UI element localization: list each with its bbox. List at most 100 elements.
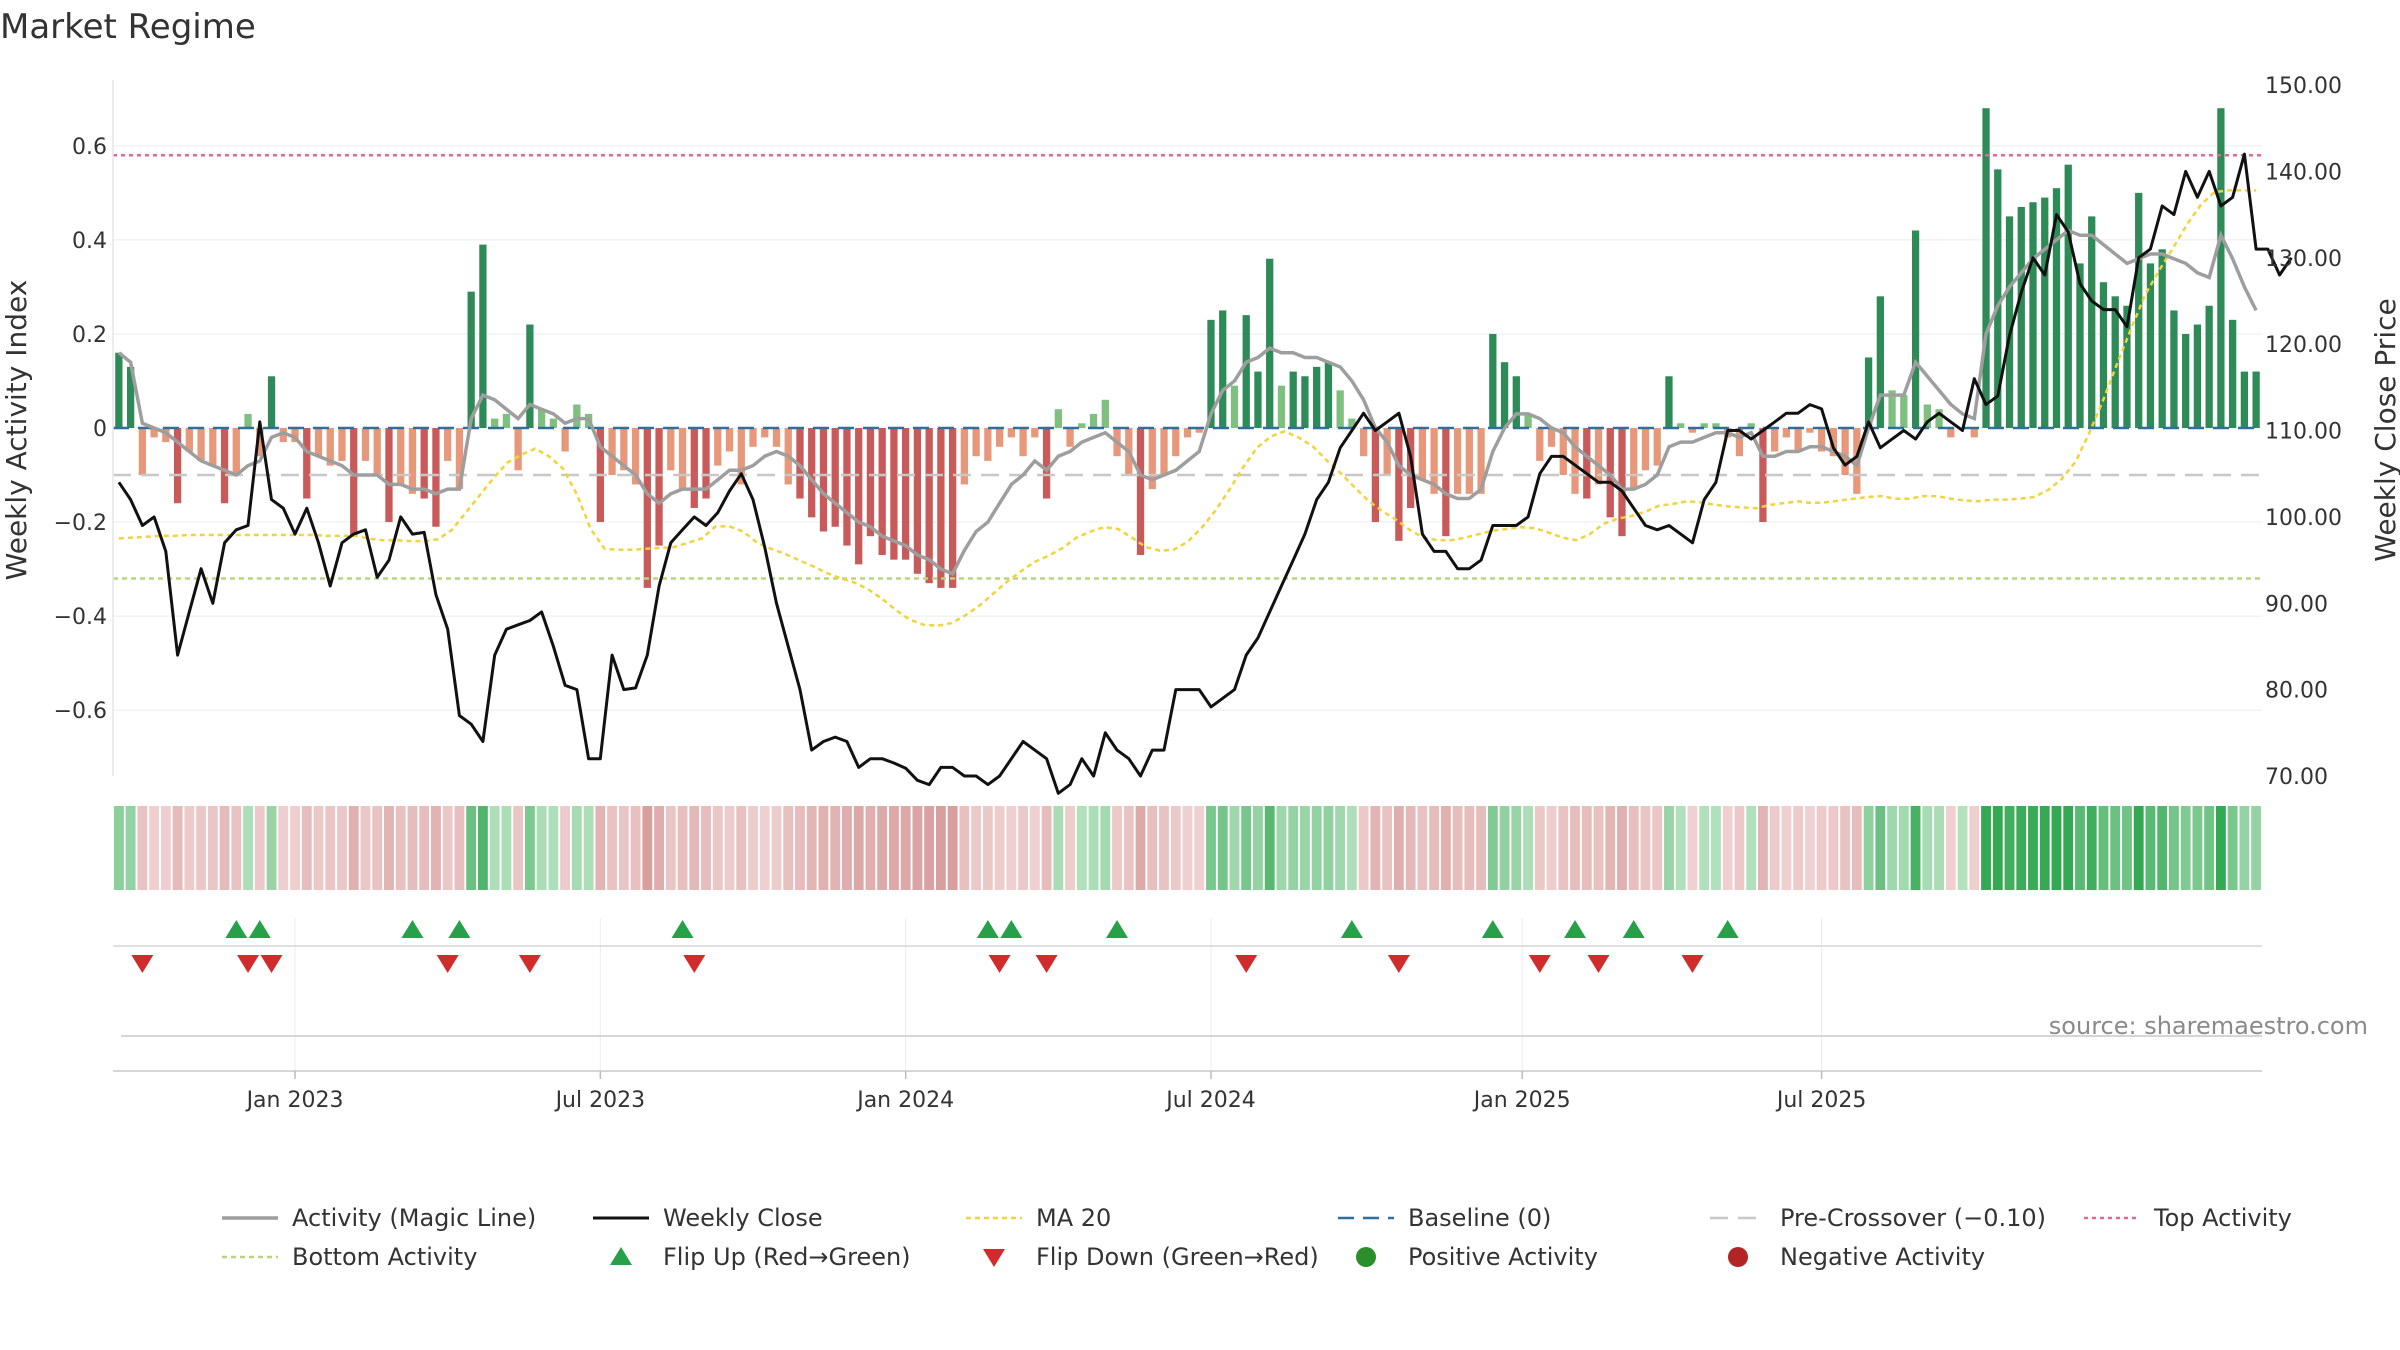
regime-cell bbox=[1417, 806, 1428, 890]
y2-tick-label: 110.00 bbox=[2265, 420, 2342, 445]
regime-cell bbox=[207, 806, 218, 890]
regime-cell bbox=[266, 806, 277, 890]
flip-up-marker bbox=[448, 920, 471, 938]
regime-cell bbox=[2063, 806, 2074, 890]
regime-cell bbox=[254, 806, 265, 890]
regime-cell bbox=[1887, 806, 1898, 890]
regime-cell bbox=[172, 806, 183, 890]
regime-cell bbox=[1405, 806, 1416, 890]
regime-cell bbox=[1476, 806, 1487, 890]
regime-cell bbox=[513, 806, 524, 890]
regime-cell bbox=[1065, 806, 1076, 890]
activity-bar bbox=[1911, 230, 1920, 428]
regime-cell bbox=[560, 806, 571, 890]
regime-cell bbox=[477, 806, 488, 890]
regime-cell bbox=[1487, 806, 1498, 890]
regime-cell bbox=[548, 806, 559, 890]
y-tick-label: 0 bbox=[93, 417, 107, 442]
legend-swatch bbox=[1356, 1247, 1376, 1267]
activity-bar bbox=[1653, 428, 1661, 466]
activity-bar bbox=[655, 428, 663, 546]
activity-bar bbox=[537, 409, 546, 428]
regime-cell bbox=[865, 806, 876, 890]
regime-cell bbox=[1006, 806, 1017, 890]
regime-cell bbox=[395, 806, 406, 890]
activity-bar bbox=[1160, 428, 1168, 476]
legend-item-flipup: Flip Up (Red→Green) bbox=[610, 1243, 911, 1271]
regime-cell bbox=[1499, 806, 1510, 890]
activity-bar bbox=[2252, 371, 2260, 428]
activity-bar bbox=[1923, 404, 1931, 428]
activity-bar bbox=[1477, 428, 1485, 494]
y2-tick-label: 130.00 bbox=[2265, 247, 2342, 272]
regime-cell bbox=[748, 806, 758, 890]
activity-bar bbox=[1536, 428, 1544, 461]
activity-bar bbox=[1230, 385, 1239, 428]
activity-bar bbox=[1817, 428, 1826, 452]
legend-label: Bottom Activity bbox=[292, 1243, 477, 1271]
regime-cell bbox=[571, 806, 582, 890]
activity-bar bbox=[1066, 428, 1074, 447]
regime-cell bbox=[795, 806, 805, 890]
activity-bar bbox=[1618, 428, 1626, 537]
activity-bar bbox=[1383, 428, 1391, 476]
activity-bar bbox=[984, 428, 992, 461]
flip-down-marker bbox=[436, 955, 459, 973]
activity-bar bbox=[1313, 366, 1321, 428]
regime-cell bbox=[1922, 806, 1933, 890]
activity-bar bbox=[714, 428, 722, 466]
activity-bar bbox=[185, 428, 193, 452]
activity-bar bbox=[1665, 376, 1673, 428]
activity-bar bbox=[772, 428, 781, 447]
activity-bar bbox=[1336, 390, 1344, 428]
y2-tick-label: 120.00 bbox=[2265, 333, 2342, 358]
x-tick-label: Jan 2025 bbox=[1472, 1088, 1571, 1113]
activity-bar bbox=[2158, 249, 2166, 428]
activity-bar bbox=[232, 428, 240, 476]
regime-cell bbox=[689, 806, 700, 890]
activity-bar bbox=[1242, 315, 1250, 428]
regime-cell bbox=[1511, 806, 1522, 890]
activity-bar bbox=[1442, 428, 1450, 537]
activity-bar bbox=[1031, 428, 1039, 438]
activity-bar bbox=[1806, 428, 1814, 433]
activity-bar bbox=[1078, 423, 1086, 428]
legend-label: Positive Activity bbox=[1408, 1243, 1598, 1271]
legend-item-neg: Negative Activity bbox=[1728, 1243, 1985, 1271]
series-lines bbox=[113, 152, 2293, 795]
activity-bar bbox=[2088, 216, 2096, 428]
activity-bar bbox=[502, 413, 511, 428]
flip-down-marker bbox=[1035, 955, 1058, 973]
regime-cell bbox=[1206, 806, 1216, 890]
activity-bar bbox=[2146, 263, 2155, 428]
y-tick-label: −0.4 bbox=[54, 605, 107, 630]
regime-cell bbox=[536, 806, 547, 890]
regime-cell bbox=[806, 806, 817, 890]
regime-cell bbox=[1617, 806, 1627, 890]
regime-cell bbox=[2180, 806, 2191, 890]
activity-bar bbox=[1747, 423, 1755, 428]
activity-bar bbox=[432, 428, 440, 527]
regime-cell bbox=[1828, 806, 1839, 890]
regime-cell bbox=[630, 806, 641, 890]
activity-bar bbox=[960, 428, 969, 485]
regime-cell bbox=[454, 806, 465, 890]
regime-cell bbox=[2051, 806, 2062, 890]
activity-bar bbox=[631, 428, 640, 485]
regime-cell bbox=[2251, 806, 2262, 890]
regime-cell bbox=[1804, 806, 1815, 890]
flip-down-marker bbox=[518, 955, 541, 973]
flip-up-marker bbox=[1340, 920, 1363, 938]
activity-bar bbox=[467, 291, 475, 428]
activity-bar bbox=[1042, 428, 1051, 499]
legend-item-pos: Positive Activity bbox=[1356, 1243, 1598, 1271]
activity-bar bbox=[2170, 310, 2178, 428]
activity-bar bbox=[2099, 282, 2108, 428]
regime-cell bbox=[2086, 806, 2097, 890]
activity-bar bbox=[385, 428, 393, 523]
activity-bar bbox=[819, 428, 828, 532]
regime-cell bbox=[1769, 806, 1780, 890]
regime-cell bbox=[900, 806, 911, 890]
regime-cell bbox=[818, 806, 829, 890]
flip-up-marker bbox=[1716, 920, 1739, 938]
